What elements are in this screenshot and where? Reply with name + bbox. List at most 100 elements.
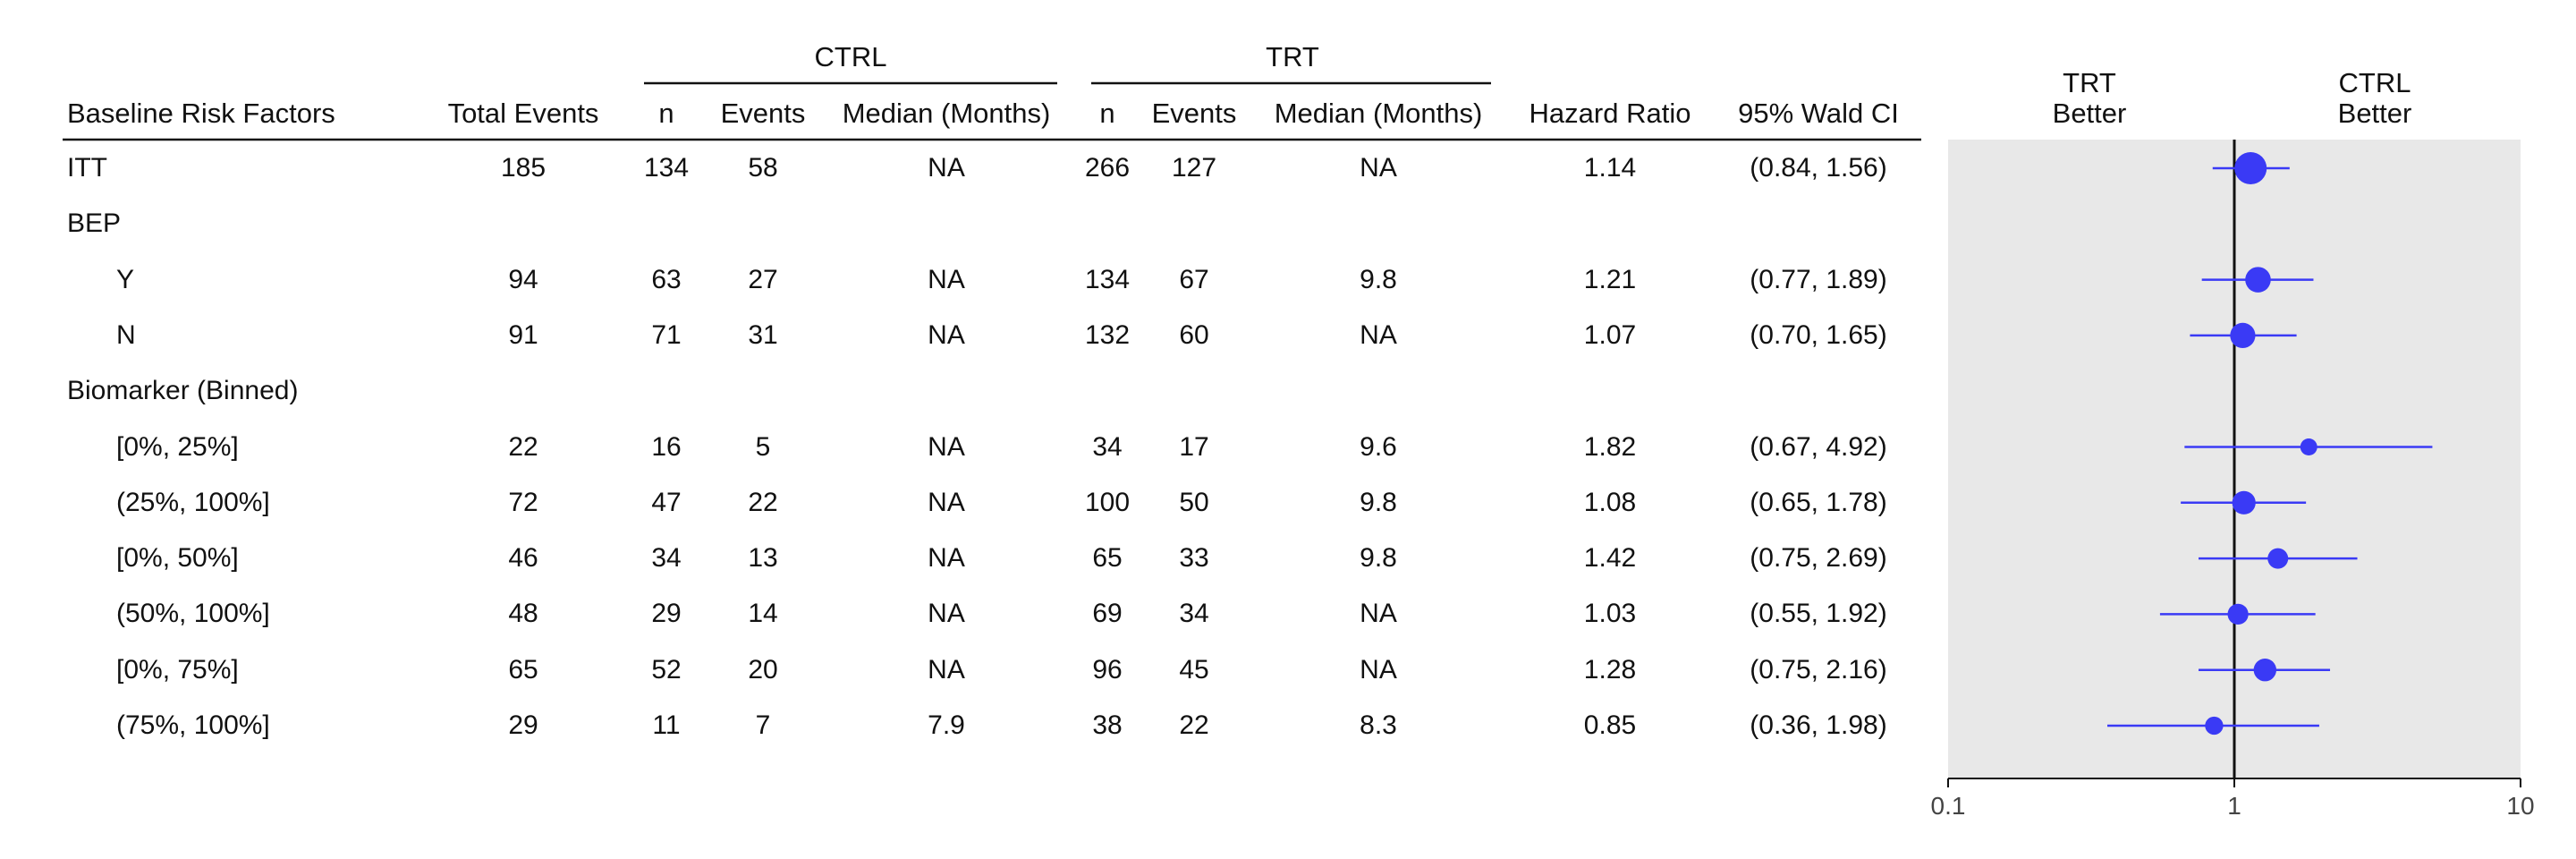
cell-trt-events: 33	[1179, 543, 1209, 574]
cell-ctrl-n: 29	[651, 599, 682, 629]
row-label: BEP	[67, 208, 122, 239]
hr-point	[2230, 322, 2256, 349]
ctrl-group-header: CTRL	[814, 41, 887, 72]
cell-trt-events: 34	[1179, 599, 1209, 629]
cell-total: 94	[508, 264, 538, 294]
row-label: [0%, 50%]	[116, 543, 239, 574]
cell-hr-text: 1.21	[1583, 264, 1637, 294]
col-header-wald-ci: 95% Wald CI	[1738, 98, 1899, 129]
cell-trt-n: 38	[1092, 710, 1123, 740]
cell-ctrl-n: 134	[643, 153, 690, 183]
cell-ctrl-events: 7	[755, 710, 771, 740]
cell-ctrl-n: 47	[651, 487, 682, 517]
cell-trt-median: 9.8	[1360, 487, 1397, 517]
cell-trt-median: NA	[1360, 153, 1397, 183]
cell-trt-n: 132	[1084, 319, 1131, 350]
ctrl-better-line2: Better	[2337, 98, 2412, 129]
cell-ctrl-events: 22	[748, 487, 778, 517]
cell-ctrl-events: 27	[748, 264, 778, 294]
cell-ctrl-median: NA	[928, 543, 965, 574]
cell-total: 22	[508, 431, 538, 462]
x-tick-label-0: 0.1	[1931, 792, 1966, 820]
x-tick-label-2: 10	[2506, 792, 2534, 820]
col-header-ctrl-events: Events	[720, 98, 806, 129]
cell-total: 65	[508, 654, 538, 685]
cell-trt-median: 9.6	[1360, 431, 1397, 462]
cell-trt-n: 69	[1092, 599, 1123, 629]
cell-ctrl-n: 11	[652, 710, 681, 740]
cell-trt-events: 45	[1179, 654, 1209, 685]
row-label: ITT	[67, 153, 107, 183]
cell-ci-text: (0.75, 2.16)	[1750, 654, 1887, 685]
cell-trt-events: 50	[1179, 487, 1209, 517]
row-label: (75%, 100%]	[116, 710, 270, 740]
cell-ci-text: (0.67, 4.92)	[1750, 431, 1887, 462]
cell-ctrl-median: NA	[928, 654, 965, 685]
cell-ci-text: (0.65, 1.78)	[1750, 487, 1887, 517]
cell-ctrl-events: 20	[748, 654, 778, 685]
cell-trt-median: 9.8	[1360, 264, 1397, 294]
row-label: Biomarker (Binned)	[67, 376, 299, 406]
hr-point	[2245, 267, 2271, 293]
cell-hr-text: 1.82	[1583, 431, 1637, 462]
hr-point	[2227, 603, 2249, 625]
row-label: Y	[116, 264, 135, 294]
cell-trt-events: 22	[1179, 710, 1209, 740]
row-label: (50%, 100%]	[116, 599, 270, 629]
cell-trt-median: 8.3	[1360, 710, 1397, 740]
cell-trt-n: 100	[1084, 487, 1131, 517]
cell-hr-text: 1.28	[1583, 654, 1637, 685]
cell-ci-text: (0.55, 1.92)	[1750, 599, 1887, 629]
cell-total: 91	[508, 319, 538, 350]
cell-ctrl-median: NA	[928, 599, 965, 629]
hr-point	[2267, 548, 2289, 569]
hr-point	[2234, 152, 2267, 184]
trt-better-line2: Better	[2052, 98, 2127, 129]
cell-ci-text: (0.84, 1.56)	[1750, 153, 1887, 183]
cell-ctrl-median: 7.9	[928, 710, 965, 740]
cell-trt-n: 65	[1092, 543, 1123, 574]
cell-trt-n: 96	[1092, 654, 1123, 685]
ctrl-better-label: CTRL Better	[2338, 68, 2412, 129]
col-header-hazard-ratio: Hazard Ratio	[1529, 98, 1691, 129]
cell-trt-n: 134	[1084, 264, 1131, 294]
cell-ctrl-events: 58	[748, 153, 778, 183]
cell-ctrl-n: 63	[651, 264, 682, 294]
cell-ctrl-n: 16	[651, 431, 682, 462]
col-header-total-events: Total Events	[447, 98, 599, 129]
cell-total: 48	[508, 599, 538, 629]
trt-better-line1: TRT	[2063, 67, 2116, 98]
cell-hr-text: 1.42	[1583, 543, 1637, 574]
row-label: (25%, 100%]	[116, 487, 270, 517]
cell-trt-median: NA	[1360, 319, 1397, 350]
cell-ci-text: (0.75, 2.69)	[1750, 543, 1887, 574]
col-header-risk-factors: Baseline Risk Factors	[67, 98, 335, 129]
cell-ctrl-n: 52	[651, 654, 682, 685]
cell-trt-median: 9.8	[1360, 543, 1397, 574]
cell-total: 46	[508, 543, 538, 574]
cell-trt-events: 60	[1179, 319, 1209, 350]
cell-ctrl-median: NA	[928, 431, 965, 462]
row-label: [0%, 25%]	[116, 431, 239, 462]
hr-point	[2253, 658, 2277, 682]
cell-total: 72	[508, 487, 538, 517]
cell-ctrl-median: NA	[928, 153, 965, 183]
row-label: [0%, 75%]	[116, 654, 239, 685]
trt-group-header: TRT	[1266, 41, 1319, 72]
cell-ctrl-n: 71	[651, 319, 682, 350]
x-tick-label-1: 1	[2227, 792, 2241, 820]
cell-trt-median: NA	[1360, 599, 1397, 629]
cell-trt-events: 127	[1171, 153, 1217, 183]
cell-ci-text: (0.77, 1.89)	[1750, 264, 1887, 294]
cell-ci-text: (0.70, 1.65)	[1750, 319, 1887, 350]
cell-trt-events: 67	[1179, 264, 1209, 294]
col-header-trt-n: n	[1099, 98, 1115, 129]
cell-hr-text: 1.08	[1583, 487, 1637, 517]
x-axis-ticks: 0.1 1 10	[1931, 778, 2535, 820]
cell-trt-events: 17	[1179, 431, 1209, 462]
col-header-trt-median: Median (Months)	[1274, 98, 1483, 129]
col-header-ctrl-n: n	[658, 98, 674, 129]
cell-trt-n: 266	[1084, 153, 1131, 183]
cell-ci-text: (0.36, 1.98)	[1750, 710, 1887, 740]
